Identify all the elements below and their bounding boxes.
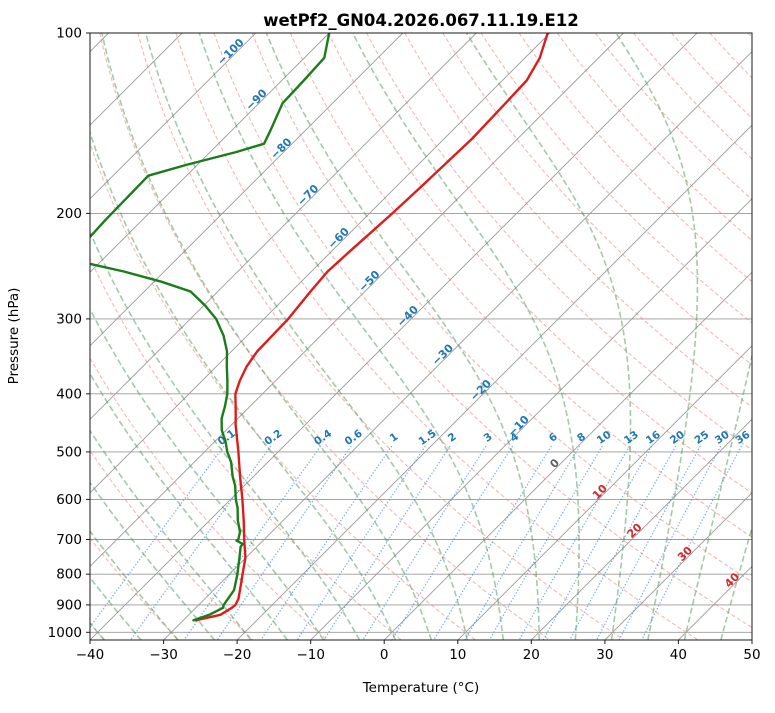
isotherm-lines — [90, 33, 752, 640]
y-tick-label: 300 — [56, 311, 82, 327]
isotherm-label: −50 — [356, 268, 383, 295]
isotherm-label: −90 — [243, 86, 270, 113]
isotherm-label: −40 — [394, 303, 421, 330]
x-tick-label: −30 — [149, 647, 178, 663]
y-tick-label: 500 — [56, 444, 82, 460]
isotherm-label: −100 — [215, 36, 247, 68]
mixing-ratio-label: 1.5 — [417, 427, 439, 448]
mixing-ratio-label: 6 — [547, 431, 560, 445]
chart-generated-layers: 0.1 0.2 0.4 0.6 1 1.5 2 3 4 6 8 10 13 16 20 25 30 36−100−… — [48, 26, 761, 664]
mixing-ratio-label: 2 — [446, 431, 459, 445]
sounding-profiles — [90, 33, 549, 622]
mixing-ratio-label: 0.4 — [312, 427, 334, 448]
mixing-ratio-label: 1 — [388, 431, 401, 445]
x-tick-label: 40 — [670, 647, 687, 663]
x-tick-label: 20 — [523, 647, 540, 663]
x-tick-label: 0 — [380, 647, 389, 663]
y-tick-label: 700 — [56, 532, 82, 548]
isotherm-label: −10 — [505, 413, 532, 440]
mixing-ratio-label: 0.6 — [343, 427, 365, 448]
y-tick-label: 100 — [56, 26, 82, 42]
chart-title: wetPf2_GN04.2026.067.11.19.E12 — [263, 11, 579, 30]
dewpoint-profile — [90, 33, 331, 622]
x-tick-label: −10 — [296, 647, 325, 663]
x-tick-label: −40 — [76, 647, 105, 663]
plot-border — [89, 32, 753, 641]
isotherm-label: 0 — [547, 456, 562, 471]
mixing-ratio-label: 3 — [482, 431, 495, 445]
x-tick-label: 50 — [743, 647, 760, 663]
axis-ticks: −40 −30 −20 −10 0 10 20 30 40 5010020030040050060… — [48, 26, 761, 664]
mixing-ratio-label: 25 — [692, 429, 711, 447]
isotherm-label: 40 — [722, 570, 742, 590]
isotherm-label: 10 — [590, 482, 610, 502]
isotherm-label: −80 — [268, 135, 295, 162]
y-tick-label: 800 — [56, 567, 82, 583]
mixing-ratio-lines — [90, 445, 742, 640]
x-tick-label: 10 — [449, 647, 466, 663]
mixing-ratio-label: 10 — [595, 429, 614, 447]
isotherm-label: −30 — [429, 341, 456, 368]
mixing-ratio-label: 30 — [713, 429, 732, 447]
isotherm-label: 30 — [675, 544, 695, 564]
temperature-profile — [194, 33, 549, 622]
isotherm-label: −70 — [295, 182, 322, 209]
y-axis-label: Pressure (hPa) — [6, 288, 22, 385]
dry-adiabat-lines — [90, 33, 752, 640]
mixing-ratio-label: 16 — [644, 429, 663, 447]
x-tick-label: −20 — [223, 647, 252, 663]
x-axis-label: Temperature (°C) — [362, 680, 480, 696]
mixing-ratio-label: 36 — [733, 429, 752, 447]
moist-adiabat-lines — [90, 33, 752, 640]
y-tick-label: 600 — [56, 492, 82, 508]
pressure-gridlines — [90, 32, 752, 633]
y-tick-label: 1000 — [48, 625, 82, 641]
isotherm-label: −60 — [325, 225, 352, 252]
y-tick-label: 900 — [56, 597, 82, 613]
y-tick-label: 200 — [56, 206, 82, 222]
x-tick-label: 30 — [596, 647, 613, 663]
mixing-ratio-labels: 0.1 0.2 0.4 0.6 1 1.5 2 3 4 6 8 10 13 16 20 25 30 36 — [216, 427, 753, 448]
isotherm-label: 20 — [625, 520, 645, 540]
y-tick-label: 400 — [56, 386, 82, 402]
